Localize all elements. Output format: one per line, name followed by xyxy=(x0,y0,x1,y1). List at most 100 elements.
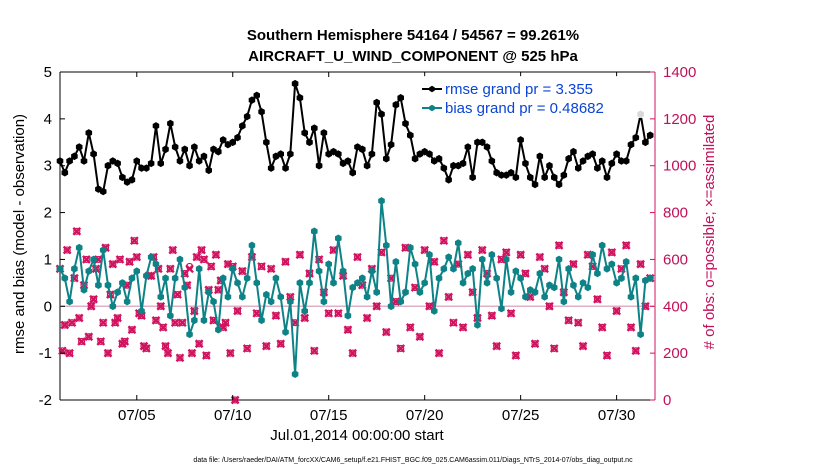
rmse-point xyxy=(546,161,553,170)
obs-assimilated-point xyxy=(223,259,233,269)
rmse-point xyxy=(392,101,400,109)
obs-possible-point xyxy=(363,314,371,322)
obs-possible-point xyxy=(197,246,206,254)
rmse-point xyxy=(181,145,188,154)
bias-point xyxy=(85,267,93,275)
obs-assimilated-point xyxy=(233,306,242,316)
obs-assimilated-point xyxy=(353,252,362,262)
rmse-point xyxy=(522,159,529,168)
obs-assimilated-point xyxy=(549,344,559,353)
bias-point xyxy=(411,260,419,268)
rmse-point xyxy=(435,154,443,163)
obs-possible-point xyxy=(603,351,611,360)
bias-point xyxy=(234,279,241,287)
rmse-series xyxy=(56,79,654,196)
obs-possible-point xyxy=(166,265,174,273)
obs-possible-point xyxy=(173,290,182,299)
rmse-point xyxy=(397,94,404,102)
x-tick-label: 07/10 xyxy=(214,407,252,424)
rmse-point xyxy=(589,150,596,158)
bias-point xyxy=(315,267,323,275)
obs-assimilated-point xyxy=(540,264,549,274)
obs-assimilated-point xyxy=(127,325,137,335)
obs-possible-point xyxy=(262,342,270,350)
chart-title: Southern Hemisphere 54164 / 54567 = 99.2… xyxy=(247,27,579,44)
obs-assimilated-point xyxy=(72,226,82,236)
bias-point xyxy=(215,325,222,334)
obs-possible-point xyxy=(202,351,210,360)
obs-assimilated-point xyxy=(211,250,221,260)
rmse-point xyxy=(565,154,572,163)
bias-point xyxy=(392,258,400,266)
obs-assimilated-point xyxy=(501,248,511,257)
rmse-point xyxy=(608,159,616,168)
bias-point xyxy=(589,250,596,259)
rmse-point xyxy=(378,110,385,118)
obs-assimilated-point xyxy=(67,318,77,328)
obs-assimilated-point xyxy=(261,341,271,351)
bias-point xyxy=(512,267,520,275)
bias-point xyxy=(195,265,203,273)
rmse-point xyxy=(536,152,544,161)
obs-assimilated-point xyxy=(564,315,573,325)
rmse-point xyxy=(383,154,390,163)
obs-assimilated-point xyxy=(175,353,185,363)
bias-point xyxy=(440,265,448,273)
rmse-point xyxy=(349,168,356,177)
obs-assimilated-point xyxy=(77,337,86,346)
rmse-point xyxy=(109,157,117,165)
obs-possible-point xyxy=(65,349,74,357)
rmse-point xyxy=(570,147,577,156)
obs-possible-point xyxy=(128,326,136,334)
legend-box xyxy=(418,76,652,118)
rmse-point xyxy=(459,159,467,168)
obs-possible-point xyxy=(226,349,234,357)
bias-point xyxy=(287,297,294,306)
bias-point xyxy=(90,255,97,264)
footer-datafile: data file: /Users/raeder/DAI/ATM_forcXX/… xyxy=(193,457,633,464)
rmse-point xyxy=(613,150,620,158)
obs-assimilated-point xyxy=(199,255,209,264)
obs-assimilated-point xyxy=(477,245,487,255)
bias-point xyxy=(186,330,193,339)
obs-possible-point xyxy=(622,241,630,249)
obs-possible-point xyxy=(349,349,357,357)
rmse-point xyxy=(335,150,342,158)
bias-point xyxy=(522,293,529,301)
bias-point xyxy=(157,293,164,301)
rmse-point xyxy=(195,157,203,165)
rmse-point xyxy=(603,173,611,182)
bias-point xyxy=(143,272,150,280)
obs-possible-point xyxy=(445,293,453,301)
obs-assimilated-point xyxy=(122,280,132,290)
bias-point xyxy=(320,297,328,306)
obs-assimilated-point xyxy=(158,323,168,332)
obs-assimilated-point xyxy=(429,257,439,267)
rmse-point xyxy=(402,119,409,128)
rmse-point xyxy=(243,112,251,121)
bias-point xyxy=(138,307,145,315)
bias-point xyxy=(162,274,169,282)
obs-assimilated-point xyxy=(439,236,449,246)
obs-assimilated-point xyxy=(86,301,96,311)
obs-possible-point xyxy=(598,323,606,331)
obs-assimilated-point xyxy=(252,308,262,318)
obs-assimilated-point xyxy=(631,346,641,356)
obs-assimilated-point xyxy=(516,250,525,260)
bias-point xyxy=(579,279,587,287)
bias-point xyxy=(507,288,515,296)
obs-assimilated-point xyxy=(420,245,430,255)
y-tick-label: -2 xyxy=(39,392,52,409)
rmse-point xyxy=(258,108,265,116)
y2-tick-label: 1000 xyxy=(663,158,696,175)
rmse-point xyxy=(85,129,93,137)
obs-possible-point xyxy=(550,344,558,353)
obs-possible-point xyxy=(77,337,86,346)
rmse-point xyxy=(99,187,107,196)
rmse-point xyxy=(186,161,193,170)
rmse-point xyxy=(75,143,83,151)
obs-possible-point xyxy=(195,340,203,348)
obs-possible-point xyxy=(58,347,66,355)
bias-point xyxy=(181,283,188,292)
obs-assimilated-point xyxy=(213,285,223,295)
